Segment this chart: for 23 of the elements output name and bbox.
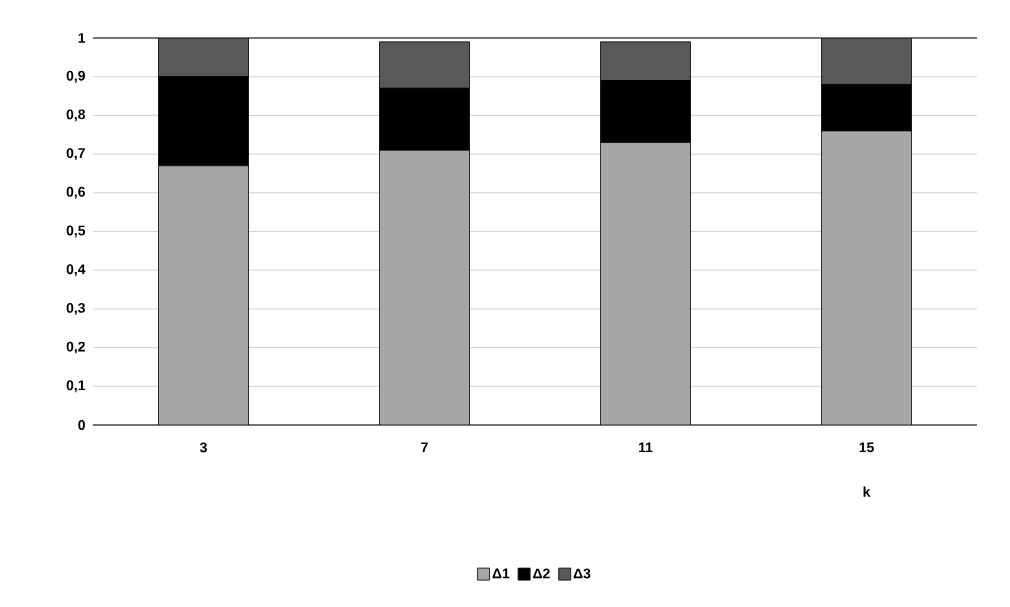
- y-tick-label: 0,5: [66, 225, 86, 238]
- y-tick-label: 0,4: [66, 264, 86, 277]
- bar: [600, 142, 691, 425]
- y-tick-label: 0: [78, 420, 85, 430]
- legend-label: Δ1: [492, 568, 510, 579]
- y-tick-label: 0,7: [66, 148, 85, 161]
- x-tick-label: 11: [639, 442, 653, 453]
- x-tick-label: 3: [199, 442, 207, 453]
- x-axis-title: k: [863, 486, 871, 497]
- bar: [379, 150, 470, 425]
- y-tick-label: 0,1: [66, 380, 86, 393]
- legend-label: Δ3: [573, 568, 591, 579]
- x-tick-label: 7: [421, 442, 428, 453]
- x-tick-label: 15: [859, 442, 874, 453]
- y-tick-label: 0,6: [66, 186, 85, 199]
- y-tick-label: 0,2: [66, 341, 85, 354]
- y-tick-label: 0,8: [66, 109, 86, 122]
- legend-label: Δ2: [533, 568, 550, 579]
- y-tick-label: 0,3: [66, 302, 85, 315]
- bar: [821, 130, 912, 425]
- y-tick-label: 1: [78, 33, 86, 43]
- bar: [158, 165, 249, 425]
- y-tick-label: 0,9: [66, 70, 85, 83]
